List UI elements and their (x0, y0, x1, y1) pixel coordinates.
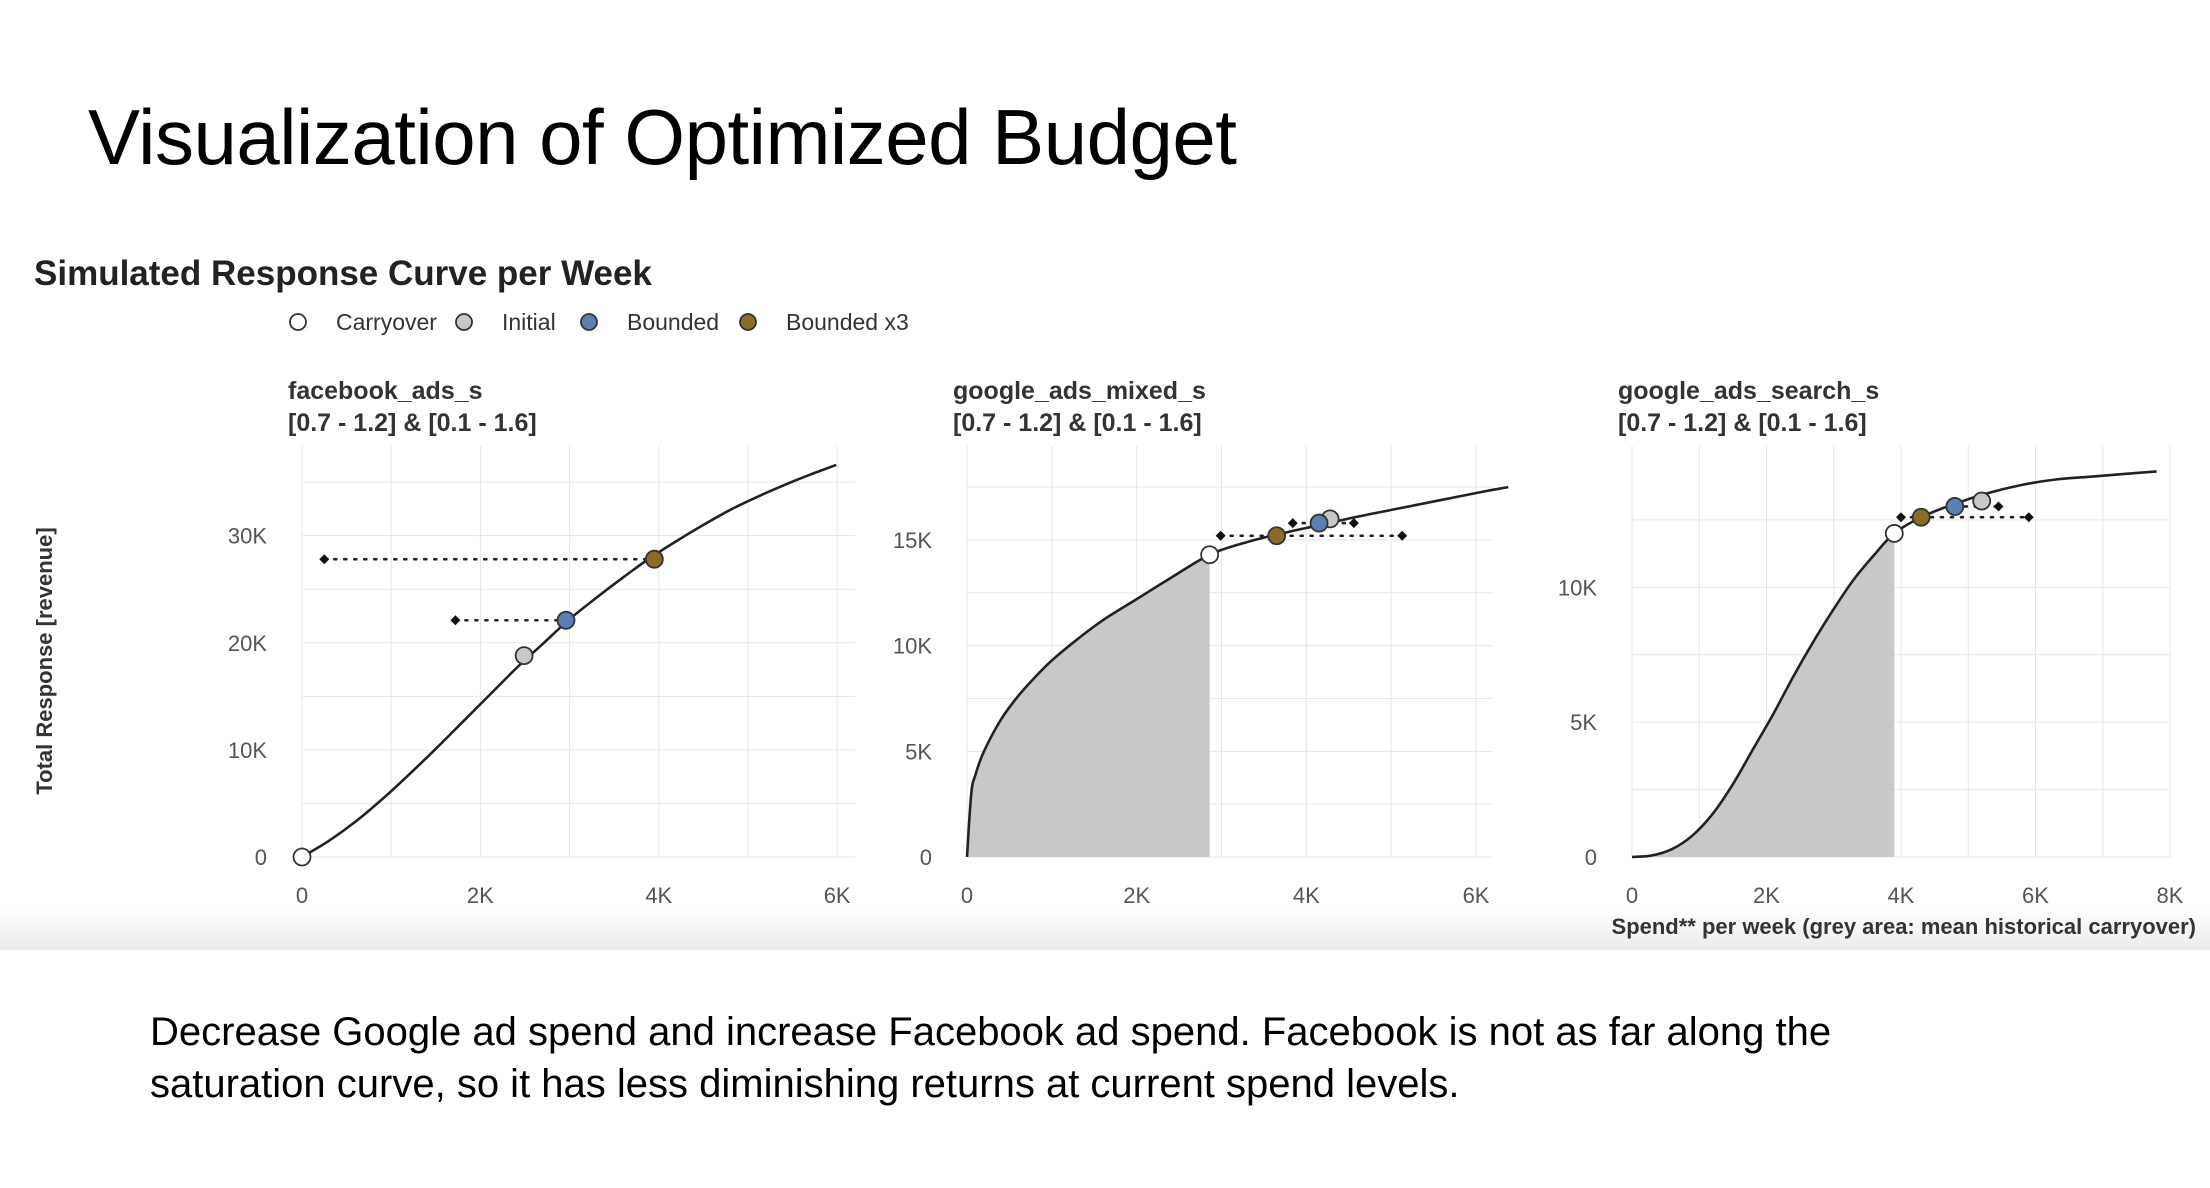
gridlines (1631, 446, 2171, 858)
y-tick-label: 5K (1570, 710, 1597, 735)
bound-diamond (1215, 530, 1226, 541)
panel-subtitle: [0.7 - 1.2] & [0.1 - 1.6] (288, 409, 537, 437)
point-carryover (1884, 524, 1904, 543)
y-tick-label: 10K (228, 738, 267, 763)
response-curve (1631, 470, 2157, 859)
carryover-area (1632, 533, 1895, 857)
x-tick-label: 2K (1123, 883, 1150, 908)
bound-diamond (319, 554, 330, 565)
x-tick-label: 6K (1463, 883, 1490, 908)
x-tick-label: 6K (824, 883, 851, 908)
x-tick-label: 4K (645, 883, 672, 908)
bound-diamond (1993, 501, 2004, 512)
panel-title: google_ads_search_s (1618, 377, 1879, 405)
panel-subtitle: [0.7 - 1.2] & [0.1 - 1.6] (953, 409, 1202, 437)
legend-label: Initial (502, 309, 556, 335)
y-tick-label: 20K (228, 631, 267, 656)
response-curve (965, 485, 1509, 858)
y-tick-label: 0 (255, 845, 267, 870)
point-bounded-x3 (1267, 526, 1287, 546)
caption-line: Decrease Google ad spend and increase Fa… (150, 1010, 1832, 1054)
legend-label: Bounded (627, 309, 719, 335)
point-initial (1972, 491, 1992, 511)
legend-marker (580, 313, 598, 331)
legend-marker (739, 313, 757, 331)
point-bounded (556, 610, 576, 630)
panel-title: facebook_ads_s (288, 377, 483, 405)
bound-diamond (1397, 530, 1408, 541)
caption-line: saturation curve, so it has less diminis… (150, 1062, 1460, 1106)
legend-marker (289, 313, 307, 331)
legend-label: Bounded x3 (786, 309, 909, 335)
y-tick-label: 5K (905, 739, 932, 764)
legend-label: Carryover (336, 309, 437, 335)
x-tick-label: 2K (1753, 883, 1780, 908)
point-carryover (292, 847, 312, 867)
bound-diamond (1287, 518, 1298, 529)
y-tick-label: 10K (1558, 575, 1597, 600)
x-tick-label: 4K (1888, 883, 1915, 908)
x-tick-label: 2K (467, 883, 494, 908)
bound-diamond (1348, 518, 1359, 529)
x-tick-label: 4K (1293, 883, 1320, 908)
gridlines (301, 446, 855, 858)
x-tick-label: 0 (296, 883, 308, 908)
panel-google-ads-mixed-s: google_ads_mixed_s [0.7 - 1.2] & [0.1 - 1… (893, 377, 1509, 908)
bound-diamond (1896, 512, 1906, 523)
point-bounded (1309, 513, 1329, 533)
panel-title: google_ads_mixed_s (953, 377, 1206, 405)
y-tick-label: 10K (893, 634, 932, 659)
y-tick-label: 15K (893, 528, 932, 553)
panel-subtitle: [0.7 - 1.2] & [0.1 - 1.6] (1618, 409, 1867, 437)
x-tick-label: 0 (1626, 883, 1638, 908)
bound-diamond (450, 615, 461, 626)
point-bounded-x3 (644, 549, 664, 569)
legend-item-bounded: Bounded (580, 309, 719, 335)
legend-marker (455, 313, 473, 331)
legend-item-carryover: Carryover (289, 309, 437, 335)
carryover-area (967, 554, 1210, 857)
x-tick-label: 6K (2022, 883, 2049, 908)
x-tick-label: 8K (2157, 883, 2184, 908)
x-tick-label: 0 (961, 883, 973, 908)
legend-item-initial: Initial (455, 309, 556, 335)
bound-diamond (2023, 512, 2034, 523)
legend-item-bounded-x3: Bounded x3 (739, 309, 909, 335)
y-axis-title: Total Response [revenue] (32, 527, 57, 794)
slide-caption: Decrease Google ad spend and increase Fa… (150, 1006, 2130, 1110)
point-bounded-x3 (1911, 507, 1931, 527)
y-tick-label: 30K (228, 524, 267, 549)
panel-google-ads-search-s: google_ads_search_s [0.7 - 1.2] & [0.1 - … (1558, 377, 2184, 908)
x-axis-title: Spend** per week (grey area: mean histor… (1612, 914, 2196, 939)
y-tick-label: 0 (1585, 845, 1597, 870)
point-carryover (1200, 545, 1220, 565)
response-curves-chart: Simulated Response Curve per Week Carryov… (32, 254, 2196, 939)
y-tick-label: 0 (920, 845, 932, 870)
slide-title: Visualization of Optimized Budget (88, 93, 1237, 181)
panel-facebook-ads-s: facebook_ads_s [0.7 - 1.2] & [0.1 - 1.6] 0… (228, 377, 855, 908)
point-initial (514, 646, 534, 666)
figure-title: Simulated Response Curve per Week (34, 254, 652, 293)
point-bounded (1945, 497, 1965, 516)
